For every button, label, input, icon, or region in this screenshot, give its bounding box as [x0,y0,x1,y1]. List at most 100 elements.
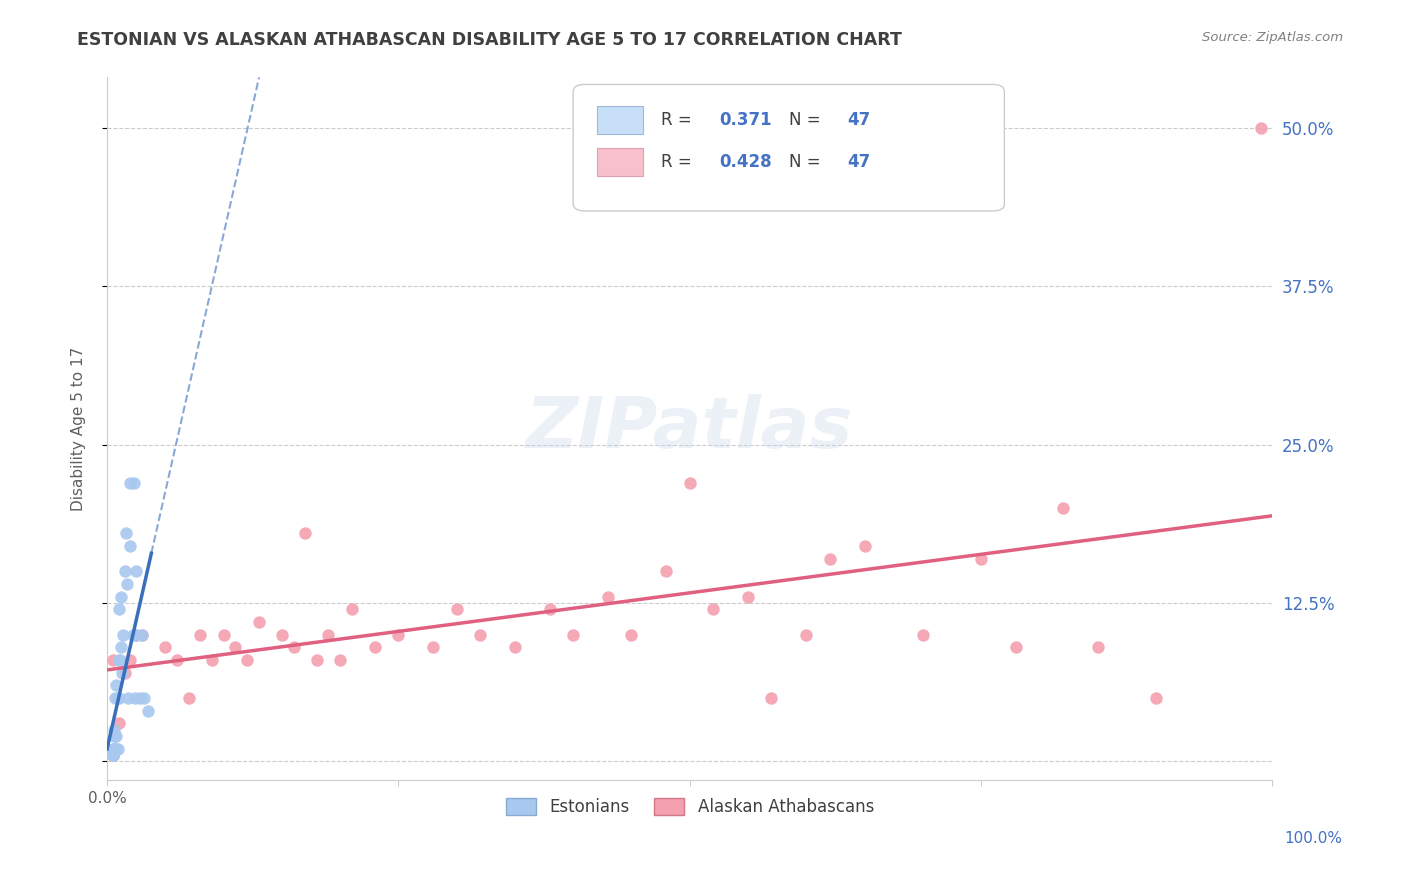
Point [107,690,129,705]
Point [737,590,759,604]
Point [104,741,127,756]
Point [108,653,131,667]
Legend: Estonians, Alaskan Athabascans: Estonians, Alaskan Athabascans [498,789,882,825]
Point [598,590,620,604]
Point [655,565,678,579]
Point [105,741,128,756]
Point [114,565,136,579]
Point [120,475,142,490]
Point [115,577,138,591]
Point [131,628,153,642]
Point [131,628,153,642]
Point [105,729,128,743]
Point [305,653,328,667]
Point [1052,501,1074,516]
Text: N =: N = [789,111,825,128]
Text: 100.0%: 100.0% [1285,831,1343,847]
Point [294,526,316,541]
Point [107,602,129,616]
Point [911,628,934,642]
Point [101,741,124,756]
Point [101,747,124,762]
Point [101,741,124,756]
Point [103,723,125,737]
Text: 47: 47 [846,111,870,128]
Point [224,640,246,655]
Point [1087,640,1109,655]
Point [329,653,352,667]
Point [103,741,125,756]
Text: 47: 47 [846,153,870,170]
Point [818,551,841,566]
Point [620,628,643,642]
Point [236,653,259,667]
Point [247,615,270,629]
Point [101,747,124,762]
Point [101,747,124,762]
Point [562,628,585,642]
Point [120,539,142,553]
Point [1250,121,1272,136]
Text: R =: R = [661,153,696,170]
Point [114,665,136,680]
Point [1144,690,1167,705]
Point [125,628,148,642]
Point [101,747,124,762]
Point [761,690,783,705]
Text: ZIPatlas: ZIPatlas [526,394,853,463]
Text: 0.428: 0.428 [718,153,772,170]
Point [125,565,148,579]
Point [101,653,124,667]
Point [111,665,134,680]
Point [503,640,526,655]
Point [318,628,340,642]
Point [101,747,124,762]
Point [1005,640,1028,655]
Point [107,741,129,756]
Point [270,628,292,642]
Point [107,653,129,667]
Text: ESTONIAN VS ALASKAN ATHABASCAN DISABILITY AGE 5 TO 17 CORRELATION CHART: ESTONIAN VS ALASKAN ATHABASCAN DISABILIT… [77,31,903,49]
Point [101,747,124,762]
Point [679,475,702,490]
Point [468,628,491,642]
Point [446,602,468,616]
Point [110,640,132,655]
Point [364,640,387,655]
Point [104,729,127,743]
Point [283,640,305,655]
Point [107,716,129,731]
Text: Source: ZipAtlas.com: Source: ZipAtlas.com [1202,31,1343,45]
Point [794,628,817,642]
Point [103,729,125,743]
Point [853,539,876,553]
Point [422,640,444,655]
Point [177,690,200,705]
Point [387,628,409,642]
Point [212,628,235,642]
Point [101,747,124,762]
Point [112,628,135,642]
Y-axis label: Disability Age 5 to 17: Disability Age 5 to 17 [72,347,86,511]
Point [117,690,139,705]
Point [101,747,124,762]
Point [104,690,127,705]
Point [124,690,146,705]
Point [166,653,188,667]
Point [122,475,145,490]
Point [114,526,136,541]
Point [970,551,993,566]
Text: R =: R = [661,111,696,128]
Point [702,602,724,616]
FancyBboxPatch shape [596,105,643,134]
Point [136,704,159,718]
Text: N =: N = [789,153,825,170]
Point [188,628,211,642]
FancyBboxPatch shape [574,85,1004,211]
Point [125,628,148,642]
Text: 0.371: 0.371 [718,111,772,128]
Point [105,678,128,692]
Point [107,690,129,705]
Point [128,690,150,705]
Point [121,628,143,642]
